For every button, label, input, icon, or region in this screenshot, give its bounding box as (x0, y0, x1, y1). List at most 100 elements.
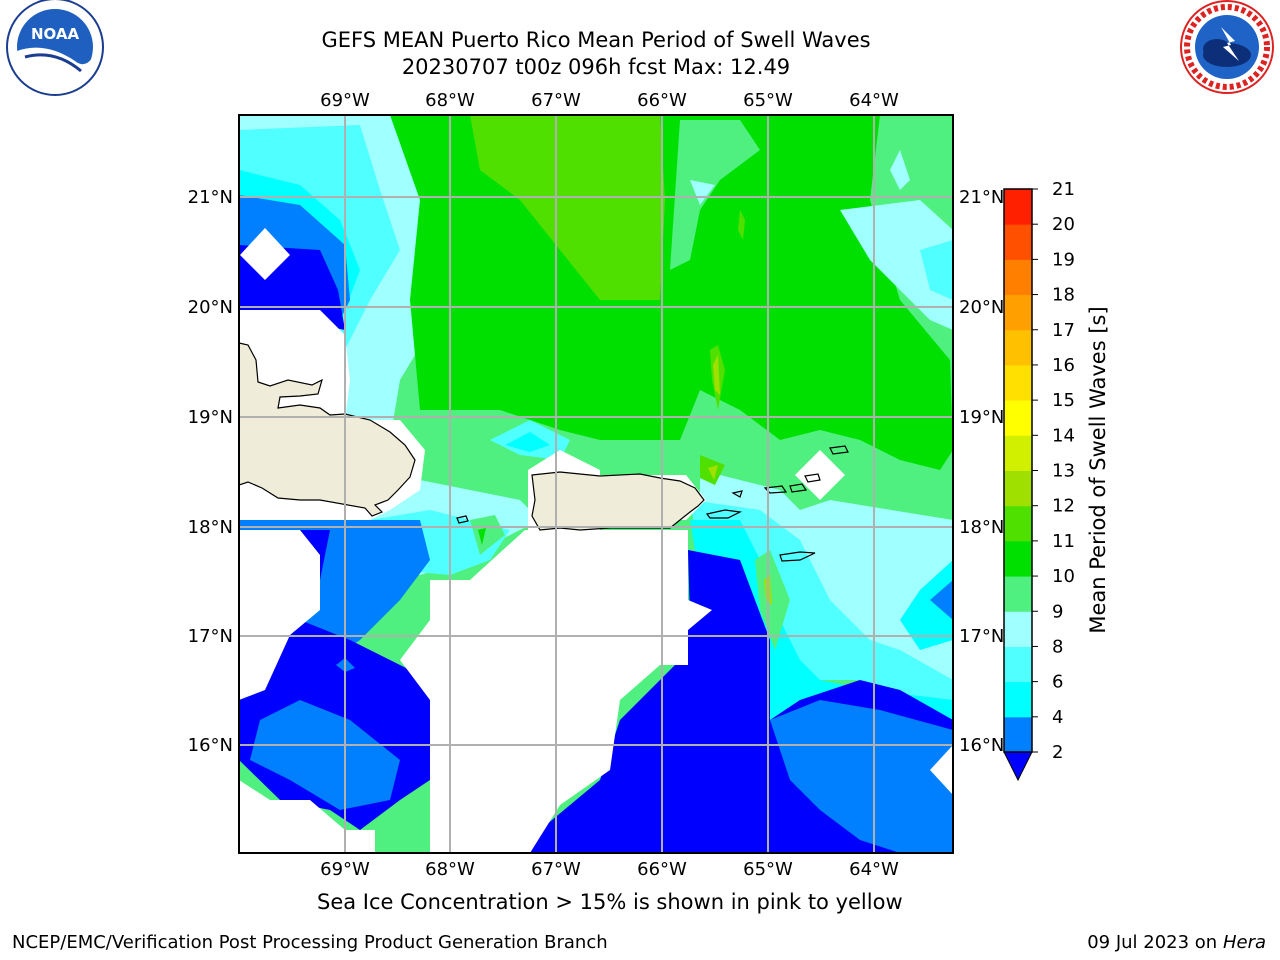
colorbar-swatch (1004, 189, 1032, 225)
colorbar-swatch (1004, 611, 1032, 647)
period-12-13-spot-pr-east (708, 465, 718, 480)
lat-label-left-1: 20°N (188, 297, 233, 318)
period-10-11-area-center (420, 290, 660, 420)
lat-label-right-1: 20°N (959, 297, 1004, 318)
colorbar-tick-labels: 2 4 6 8 9 10 11 12 13 14 15 16 17 18 19 20 21 (1032, 179, 1075, 763)
gridlines (239, 115, 953, 853)
anegada-island (829, 445, 849, 455)
colorbar-extend-min (1003, 751, 1033, 782)
map-subtitle: 20230707 t00z 096h fcst Max: 12.49 (401, 55, 791, 79)
no-data-patch-nw (240, 228, 290, 280)
footer-host: Hera (1222, 932, 1266, 953)
colorbar-swatch (1004, 505, 1032, 542)
lat-label-right-4: 17°N (959, 626, 1004, 647)
period-10-11-spot-mona (478, 528, 486, 545)
period-8-9-spot (690, 180, 715, 205)
colorbar-tick-label: 17 (1052, 320, 1075, 341)
noaa-logo: NOAA (6, 0, 104, 96)
lat-label-right-2: 19°N (959, 407, 1004, 428)
map-frame (238, 114, 954, 854)
period-2-4-spot-east (930, 580, 953, 620)
period-9-10-spot-se (755, 550, 790, 650)
colorbar-swatch (1004, 646, 1032, 683)
noaa-logo-text: NOAA (31, 25, 80, 43)
lat-label-left-2: 19°N (188, 407, 233, 428)
colorbar-tick-label: 10 (1052, 566, 1075, 587)
lat-label-left-5: 16°N (188, 735, 233, 756)
lon-label-bottom-0: 69°W (320, 859, 370, 880)
colorbar-swatch (1004, 470, 1032, 507)
culebra-island (731, 490, 743, 498)
colorbar-swatch (1004, 329, 1032, 366)
lon-label-top-3: 66°W (637, 90, 687, 111)
colorbar-swatch (1004, 224, 1032, 260)
period-2-4-area-se (770, 700, 953, 853)
lon-label-bottom-5: 64°W (849, 859, 899, 880)
nws-logo (1180, 0, 1274, 94)
period-2-4-area-sw (250, 700, 400, 810)
colorbar-swatch (1004, 435, 1032, 471)
hispaniola-land (239, 342, 416, 517)
period-4-6-area-east (900, 560, 953, 650)
period-6-8-area-se (690, 500, 953, 700)
lon-label-top-1: 68°W (425, 90, 475, 111)
colorbar-tick-label: 14 (1052, 425, 1075, 446)
tortola-island (804, 473, 821, 483)
footer-date-text: 09 Jul 2023 on (1087, 932, 1223, 953)
st-john-island (789, 483, 808, 493)
st-croix-island (779, 551, 816, 562)
period-9-10-band-north (670, 120, 760, 270)
no-data-se-corner (930, 745, 953, 795)
period-11-12-area (470, 115, 665, 300)
no-data-west (239, 530, 320, 700)
colorbar-tick-label: 15 (1052, 390, 1075, 411)
lon-label-top-2: 67°W (531, 90, 581, 111)
colorbar-tick-label: 20 (1052, 214, 1075, 235)
colorbar-tick-label: 11 (1052, 531, 1075, 552)
no-data-virgin-islands (795, 450, 845, 500)
colorbar-tick-label: 8 (1052, 636, 1063, 657)
puerto-rico-land (531, 471, 705, 531)
colorbar-title: Mean Period of Swell Waves [s] (1086, 306, 1110, 634)
footer-date: 09 Jul 2023 on Hera (1087, 932, 1266, 953)
colorbar-tick-label: 2 (1052, 742, 1063, 763)
colorbar-tick-label: 9 (1052, 601, 1063, 622)
colorbar-tick-label: 16 (1052, 355, 1075, 376)
colorbar-tick-label: 19 (1052, 249, 1075, 270)
period-11-12-spot-2 (738, 210, 745, 240)
map-title: GEFS MEAN Puerto Rico Mean Period of Swe… (321, 28, 871, 52)
colorbar-tick-label: 18 (1052, 285, 1075, 306)
colorbar-tick-label: 4 (1052, 707, 1063, 728)
period-4-6-area-se (690, 520, 953, 720)
lon-label-bottom-4: 65°W (743, 859, 793, 880)
period-4-6-area-north-pr (505, 432, 550, 452)
vieques-island (705, 509, 743, 519)
lat-label-left-4: 17°N (188, 626, 233, 647)
colorbar-swatch (1004, 681, 1032, 718)
mona-island (456, 515, 469, 524)
period-12-13-spot (713, 355, 720, 395)
period-8-9-spot-ne (890, 150, 910, 190)
colorbar-swatch (1004, 576, 1032, 612)
colorbar-swatch (1004, 400, 1032, 436)
period-6-8-area-ne (920, 240, 953, 300)
colorbar-tick-label: 12 (1052, 496, 1075, 517)
lat-label-right-0: 21°N (959, 187, 1004, 208)
lon-label-top-4: 65°W (743, 90, 793, 111)
no-data-sw-corner (239, 780, 375, 853)
lat-label-left-3: 18°N (188, 517, 233, 538)
period-9-10-spot-mona (470, 515, 505, 555)
colorbar-swatch (1004, 294, 1032, 331)
lat-label-left-0: 21°N (188, 187, 233, 208)
colorbar-swatch (1004, 716, 1032, 753)
lat-label-right-3: 18°N (959, 517, 1004, 538)
colorbar (1003, 188, 1033, 782)
lon-label-top-5: 64°W (849, 90, 899, 111)
swell-period-field (239, 115, 953, 853)
colorbar-tick-label: 13 (1052, 461, 1075, 482)
lon-label-bottom-2: 67°W (531, 859, 581, 880)
lon-label-bottom-3: 66°W (637, 859, 687, 880)
colorbar-swatch (1004, 540, 1032, 577)
tick-labels: 69°W 68°W 67°W 66°W 65°W 64°W 69°W 68°W … (188, 90, 1005, 880)
